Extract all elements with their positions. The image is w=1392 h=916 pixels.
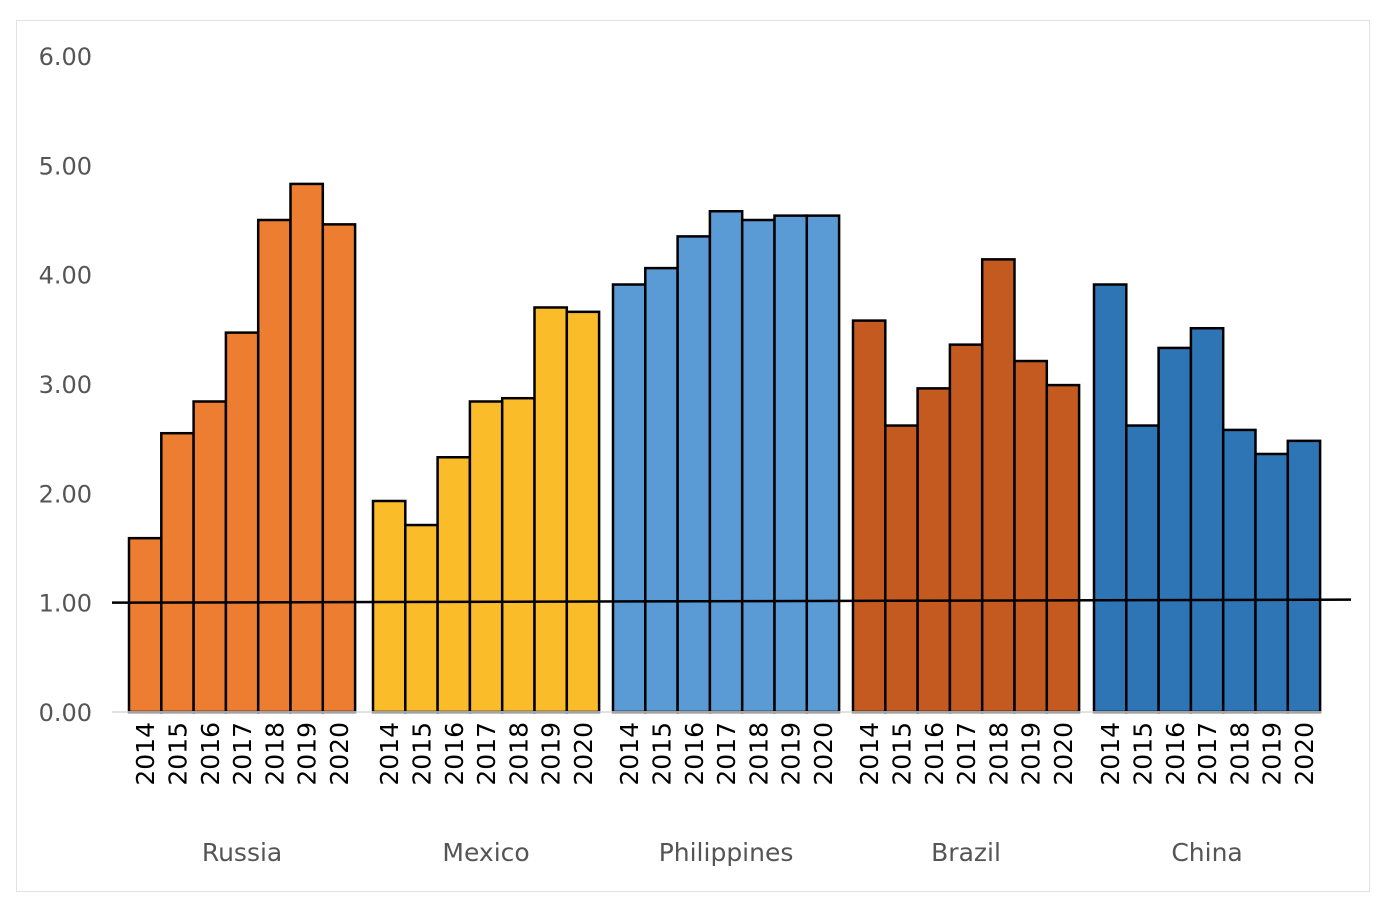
chart-frame [16, 20, 1370, 892]
y-axis: 0.00 1.00 2.00 3.00 4.00 5.00 6.00 [39, 43, 92, 727]
x-tick-label: 2014 [375, 722, 404, 786]
bar [404, 523, 439, 714]
x-tick-label: 2019 [537, 722, 566, 786]
y-tick-label: 2.00 [39, 480, 92, 508]
x-tick-label: 2019 [777, 722, 806, 786]
bar [948, 343, 984, 714]
bar [851, 319, 887, 714]
x-tick-label: 2017 [712, 722, 741, 786]
bar [1157, 346, 1193, 714]
group-label-china: China [1171, 838, 1242, 867]
x-tick-label: 2014 [615, 722, 644, 786]
bar [740, 218, 776, 714]
bar [1254, 452, 1290, 714]
bar [371, 499, 407, 714]
x-tick-label: 2019 [1017, 722, 1046, 786]
bar [980, 258, 1016, 714]
x-tick-label: 2018 [1225, 722, 1254, 786]
x-tick-label: 2014 [131, 722, 160, 786]
x-tick-label: 2015 [1128, 722, 1157, 786]
y-tick-label: 5.00 [39, 152, 92, 180]
bar [321, 223, 357, 714]
y-tick-label: 0.00 [39, 699, 92, 727]
bar [1189, 326, 1225, 714]
group-label-russia: Russia [202, 838, 282, 867]
x-tick-label: 2020 [325, 722, 354, 786]
bar [916, 387, 952, 714]
x-tick-label: 2015 [163, 722, 192, 786]
bar [1221, 428, 1257, 714]
bar [224, 331, 260, 714]
x-tick-label: 2017 [1193, 722, 1222, 786]
x-tick-label: 2016 [920, 722, 949, 786]
x-tick-label: 2020 [569, 722, 598, 786]
bar [565, 310, 601, 714]
bar [805, 214, 841, 714]
x-tick-label: 2018 [260, 722, 289, 786]
bar [773, 214, 809, 714]
group-label-mexico: Mexico [442, 838, 529, 867]
x-tick-label: 2020 [1049, 722, 1078, 786]
group-label-brazil: Brazil [931, 838, 1001, 867]
bar [644, 266, 679, 714]
bars-layer [127, 182, 1322, 714]
x-tick-label: 2017 [952, 722, 981, 786]
bar [1045, 383, 1081, 714]
x-tick-label: 2017 [472, 722, 501, 786]
x-tick-label: 2017 [228, 722, 257, 786]
x-tick-label: 2018 [504, 722, 533, 786]
bar-group-china [1092, 283, 1322, 714]
x-tick-label: 2020 [1290, 722, 1319, 786]
y-tick-label: 1.00 [39, 590, 92, 618]
bar-group-philippines [611, 210, 841, 714]
bar-group-russia [127, 182, 357, 714]
bar [160, 431, 195, 714]
y-tick-label: 6.00 [39, 43, 92, 71]
bar [884, 424, 919, 714]
bar [676, 235, 712, 714]
bar [289, 182, 325, 714]
group-label-philippines: Philippines [659, 838, 794, 867]
bar [468, 400, 504, 714]
y-tick-label: 3.00 [39, 371, 92, 399]
bar [1286, 439, 1322, 714]
bar-group-mexico [371, 306, 601, 714]
bar [436, 456, 472, 714]
bar [611, 283, 647, 714]
reference-line-layer [111, 598, 1352, 604]
y-tick-label: 4.00 [39, 262, 92, 290]
bar [1092, 283, 1128, 714]
x-tick-label: 2019 [1258, 722, 1287, 786]
x-tick-label: 2018 [984, 722, 1013, 786]
x-tick-label: 2015 [647, 722, 676, 786]
bar [500, 396, 536, 714]
x-tick-label: 2016 [1161, 722, 1190, 786]
reference-line [111, 598, 1352, 604]
x-tick-label: 2014 [1096, 722, 1125, 786]
x-tick-label: 2020 [809, 722, 838, 786]
bar [1013, 359, 1049, 714]
bar [1125, 424, 1160, 714]
x-tick-label: 2015 [887, 722, 916, 786]
bar [533, 306, 569, 714]
x-tick-label: 2016 [196, 722, 225, 786]
x-tick-label: 2019 [293, 722, 322, 786]
bar [708, 210, 744, 714]
x-tick-label: 2018 [744, 722, 773, 786]
x-tick-label: 2016 [680, 722, 709, 786]
bar [256, 218, 292, 714]
x-tick-label: 2014 [855, 722, 884, 786]
bar [192, 400, 228, 714]
x-tick-label: 2015 [407, 722, 436, 786]
x-tick-label: 2016 [440, 722, 469, 786]
bar-group-brazil [851, 258, 1081, 714]
bar [127, 536, 163, 714]
